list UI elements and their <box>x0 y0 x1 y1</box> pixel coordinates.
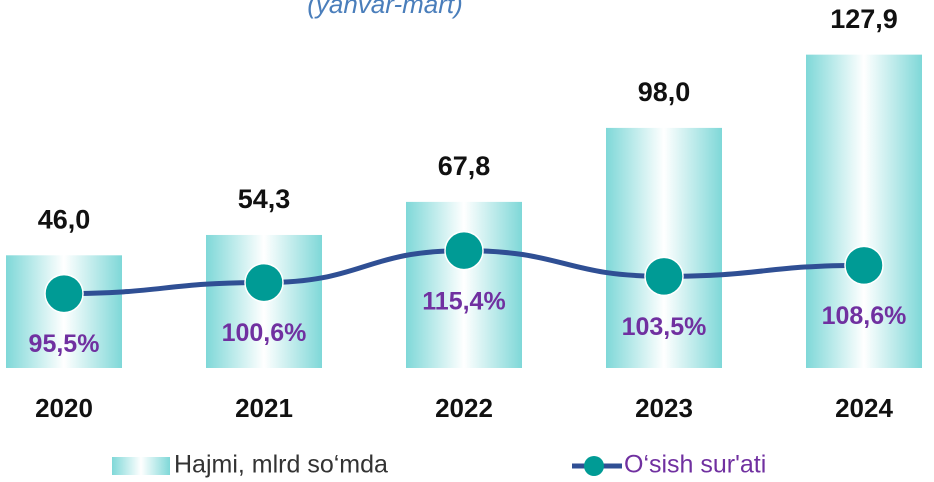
x-tick-label: 2024 <box>835 393 893 423</box>
growth-marker <box>644 256 684 297</box>
growth-value-label: 103,5% <box>622 313 707 341</box>
x-tick-label: 2023 <box>635 393 693 423</box>
growth-value-label: 108,6% <box>822 302 907 330</box>
growth-value-label: 115,4% <box>422 287 505 315</box>
x-tick-label: 2021 <box>235 393 293 423</box>
legend-swatch-bar <box>112 457 170 475</box>
bar-value-label: 67,8 <box>438 151 491 181</box>
growth-marker <box>844 245 884 286</box>
chart-subtitle: (yanvar-mart) <box>307 0 463 19</box>
bar <box>806 54 922 369</box>
bar <box>606 127 722 369</box>
growth-marker <box>44 273 84 314</box>
x-tick-label: 2020 <box>35 393 93 423</box>
growth-marker <box>244 262 284 303</box>
growth-value-label: 95,5% <box>29 330 100 358</box>
bar-value-label: 54,3 <box>238 184 291 214</box>
bar-value-label: 127,9 <box>830 4 898 34</box>
bar <box>406 201 522 368</box>
growth-value-label: 100,6% <box>222 319 307 347</box>
legend-label: Hajmi, mlrd so‘mda <box>174 451 388 479</box>
growth-marker <box>444 230 484 271</box>
bar-value-label: 46,0 <box>38 204 91 234</box>
x-tick-label: 2022 <box>435 393 493 423</box>
legend-swatch-marker <box>584 456 604 476</box>
bar-value-label: 98,0 <box>638 77 691 107</box>
legend-label: O‘sish sur'ati <box>624 451 766 479</box>
